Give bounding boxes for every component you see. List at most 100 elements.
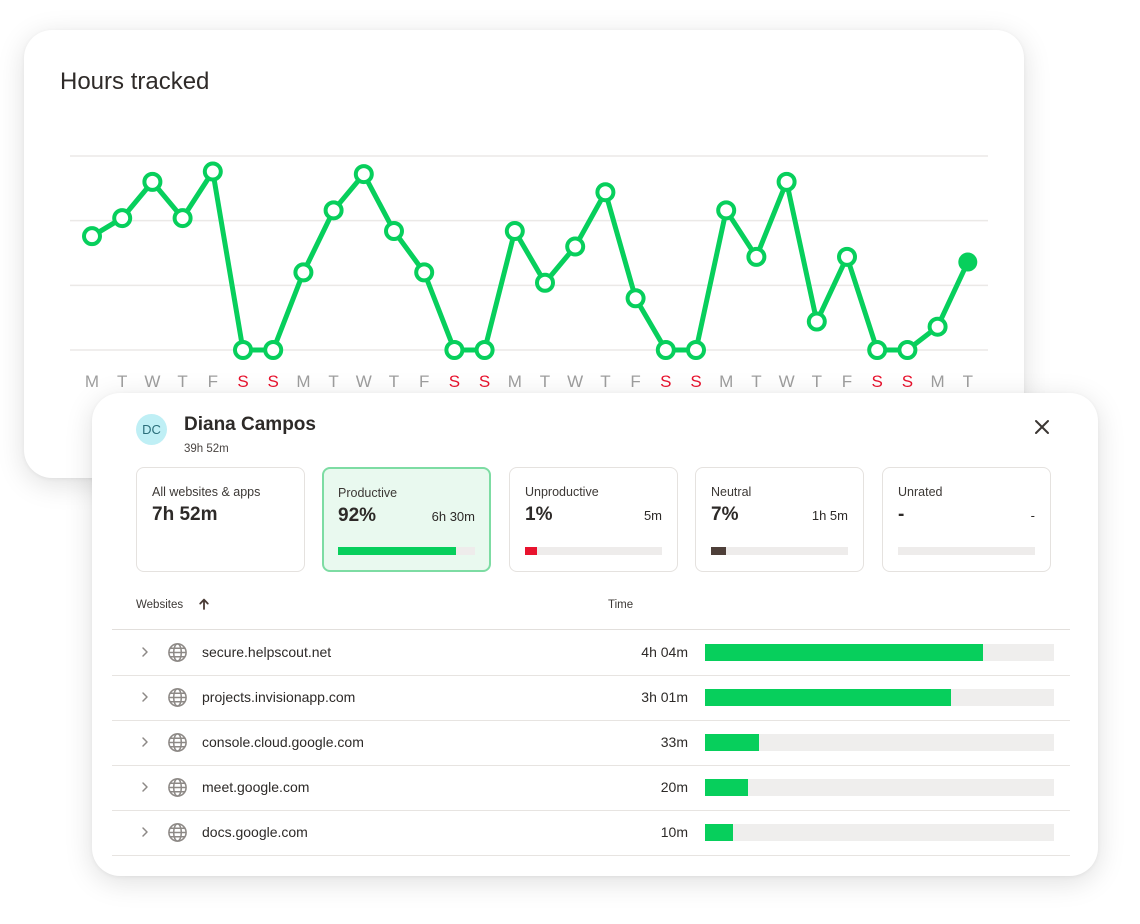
stat-time: - <box>1030 508 1035 523</box>
stat-time: 1h 5m <box>811 508 848 523</box>
x-tick-label: S <box>449 372 460 391</box>
expand-row-button[interactable] <box>138 735 152 749</box>
data-point[interactable] <box>716 200 737 221</box>
data-point[interactable] <box>323 200 344 221</box>
stat-card-all[interactable]: All websites & apps 7h 52m <box>136 467 305 572</box>
x-tick-label: T <box>540 372 550 391</box>
stat-card-neutral[interactable]: Neutral 7% 1h 5m <box>695 467 864 572</box>
table-divider <box>112 629 1070 630</box>
chevron-right-icon <box>142 647 148 657</box>
x-tick-label: T <box>389 372 399 391</box>
stat-progress-track <box>711 547 848 555</box>
table-row[interactable]: docs.google.com 10m <box>112 810 1070 856</box>
time-bar-track <box>705 734 1054 751</box>
arrow-up-icon <box>199 598 209 610</box>
expand-row-button[interactable] <box>138 780 152 794</box>
data-point[interactable] <box>595 182 616 203</box>
x-tick-label: S <box>660 372 671 391</box>
data-point[interactable] <box>565 236 586 257</box>
data-point[interactable] <box>414 262 435 283</box>
table-row[interactable]: console.cloud.google.com 33m <box>112 720 1070 766</box>
table-row[interactable]: projects.invisionapp.com 3h 01m <box>112 675 1070 721</box>
data-point[interactable] <box>444 340 465 360</box>
time-bar-track <box>705 824 1054 841</box>
time-bar-fill <box>705 689 952 706</box>
expand-row-button[interactable] <box>138 690 152 704</box>
table-row[interactable]: meet.google.com 20m <box>112 765 1070 811</box>
expand-row-button[interactable] <box>138 645 152 659</box>
data-point[interactable] <box>958 252 978 272</box>
globe-icon <box>167 777 188 798</box>
sort-ascending-button[interactable] <box>197 597 211 611</box>
data-point[interactable] <box>746 246 767 267</box>
stat-label: All websites & apps <box>152 485 261 499</box>
data-point[interactable] <box>293 262 314 283</box>
globe-icon <box>167 822 188 843</box>
chevron-right-icon <box>142 737 148 747</box>
website-name[interactable]: meet.google.com <box>202 779 310 795</box>
data-point[interactable] <box>535 272 555 293</box>
x-tick-label: M <box>719 372 733 391</box>
stat-progress-track <box>525 547 662 555</box>
x-tick-label: T <box>812 372 822 391</box>
data-point[interactable] <box>504 221 525 242</box>
stat-progress-fill <box>338 547 456 555</box>
data-point[interactable] <box>927 316 948 337</box>
x-tick-label: T <box>600 372 610 391</box>
time-bar-track <box>705 779 1054 796</box>
data-point[interactable] <box>625 288 646 309</box>
data-point[interactable] <box>202 161 223 182</box>
stat-label: Unrated <box>898 485 943 499</box>
data-point[interactable] <box>112 208 133 229</box>
website-name[interactable]: projects.invisionapp.com <box>202 689 356 705</box>
table-row[interactable]: secure.helpscout.net 4h 04m <box>112 630 1070 676</box>
time-bar-track <box>705 644 1054 661</box>
stat-card-unrated[interactable]: Unrated - - <box>882 467 1051 572</box>
stat-card-unproductive[interactable]: Unproductive 1% 5m <box>509 467 678 572</box>
column-header-websites[interactable]: Websites <box>136 599 184 611</box>
stat-progress-track <box>338 547 475 555</box>
x-tick-label: M <box>85 372 99 391</box>
data-point[interactable] <box>82 226 102 247</box>
data-point[interactable] <box>867 340 888 360</box>
website-name[interactable]: docs.google.com <box>202 824 308 840</box>
time-bar-fill <box>705 779 748 796</box>
stat-label: Unproductive <box>525 485 599 499</box>
expand-row-button[interactable] <box>138 825 152 839</box>
data-point[interactable] <box>172 208 193 229</box>
chevron-right-icon <box>142 692 148 702</box>
globe-icon <box>167 642 188 663</box>
stat-label: Neutral <box>711 485 752 499</box>
x-tick-label: F <box>419 372 429 391</box>
data-point[interactable] <box>776 171 797 192</box>
data-point[interactable] <box>837 246 857 267</box>
stat-value: 92% <box>338 505 377 526</box>
data-point[interactable] <box>806 311 827 332</box>
user-name: Diana Campos <box>184 414 316 435</box>
data-point[interactable] <box>353 164 374 185</box>
data-point[interactable] <box>263 340 284 360</box>
chart-title: Hours tracked <box>60 68 210 95</box>
stat-card-productive[interactable]: Productive 92% 6h 30m <box>322 467 491 572</box>
data-point[interactable] <box>686 340 706 360</box>
x-tick-label: F <box>630 372 640 391</box>
data-point[interactable] <box>655 340 676 360</box>
website-name[interactable]: console.cloud.google.com <box>202 734 364 750</box>
close-button[interactable] <box>1028 413 1056 441</box>
data-point[interactable] <box>474 340 495 360</box>
x-tick-label: T <box>328 372 338 391</box>
x-tick-label: F <box>208 372 218 391</box>
x-tick-label: F <box>842 372 852 391</box>
x-tick-label: S <box>479 372 490 391</box>
data-point[interactable] <box>233 340 253 360</box>
data-point[interactable] <box>384 221 404 242</box>
x-tick-label: T <box>963 372 973 391</box>
website-time: 3h 01m <box>641 689 688 705</box>
data-point[interactable] <box>897 340 918 360</box>
stat-value: - <box>898 504 905 525</box>
stat-value: 1% <box>525 504 553 525</box>
x-tick-label: M <box>296 372 310 391</box>
data-point[interactable] <box>142 171 163 192</box>
website-name[interactable]: secure.helpscout.net <box>202 644 332 660</box>
